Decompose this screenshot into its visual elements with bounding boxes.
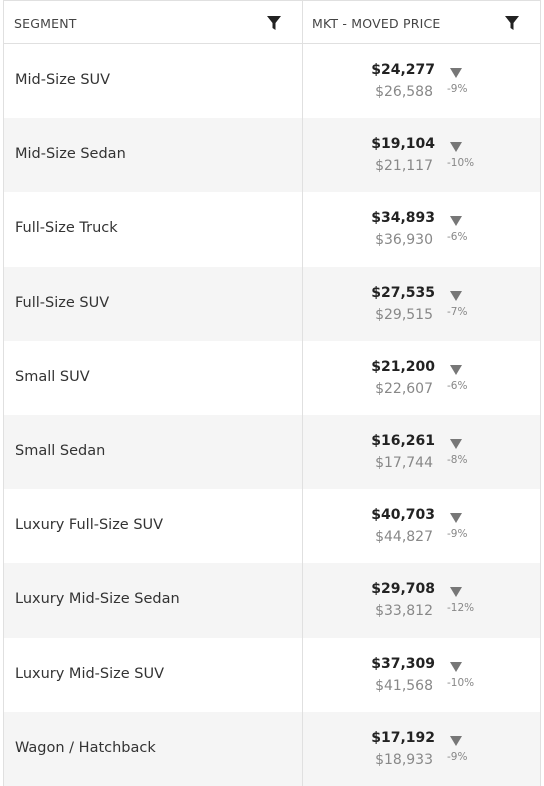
previous-price: $26,588 — [375, 84, 433, 100]
segment-name: Full-Size SUV — [15, 294, 110, 311]
current-price: $40,703 — [371, 507, 435, 524]
column-divider — [302, 340, 303, 415]
down-arrow — [450, 142, 462, 153]
previous-price: $22,607 — [375, 380, 433, 397]
price-change: -9% — [447, 750, 468, 763]
table-row: Small Sedan $16,261 $17,744 -8% — [3, 415, 541, 490]
down-arrow — [450, 661, 462, 672]
price-change: -9% — [447, 83, 468, 95]
current-price: $19,104 — [371, 136, 435, 153]
down-arrow — [450, 364, 462, 375]
price-change: -7% — [447, 305, 468, 318]
header-label: MKT - MOVED PRICE — [312, 16, 441, 31]
current-price: $24,277 — [371, 62, 435, 78]
filter-icon[interactable] — [267, 16, 282, 31]
price-change: -6% — [447, 231, 468, 244]
header-label: SEGMENT — [14, 16, 77, 31]
previous-price: $21,117 — [375, 158, 433, 175]
current-price: $16,261 — [371, 433, 435, 449]
table-row: Luxury Mid-Size SUV $37,309 $41,568 -10% — [3, 637, 541, 712]
segment-name: Full-Size Truck — [15, 220, 118, 237]
current-price: $34,893 — [371, 210, 435, 227]
segment-name: Luxury Full-Size SUV — [15, 517, 164, 534]
column-divider — [302, 489, 303, 564]
down-arrow — [450, 513, 462, 524]
segment-name: Luxury Mid-Size Sedan — [15, 591, 180, 608]
previous-price: $29,515 — [375, 306, 433, 323]
segment-name: Small SUV — [15, 368, 90, 385]
segment-name: Small Sedan — [15, 443, 106, 459]
column-divider — [302, 637, 303, 712]
current-price: $17,192 — [371, 729, 435, 746]
down-arrow — [450, 735, 462, 746]
down-arrow — [450, 587, 462, 598]
column-divider — [302, 44, 303, 119]
previous-price: $41,568 — [375, 677, 433, 694]
current-price: $27,535 — [371, 284, 435, 301]
column-divider — [302, 266, 303, 341]
segment-name: Luxury Mid-Size SUV — [15, 665, 165, 682]
down-arrow — [450, 439, 462, 449]
filter-icon[interactable] — [505, 16, 520, 31]
price-change: -6% — [447, 379, 468, 392]
table-row: Full-Size Truck $34,893 $36,930 -6% — [3, 192, 541, 267]
column-divider — [302, 192, 303, 267]
segment-name: Mid-Size SUV — [15, 72, 111, 88]
price-change: -8% — [447, 454, 468, 466]
table-row: Small SUV $21,200 $22,607 -6% — [3, 340, 541, 415]
down-arrow — [450, 68, 462, 78]
previous-price: $44,827 — [375, 529, 433, 546]
current-price: $37,309 — [371, 655, 435, 672]
column-divider — [302, 415, 303, 490]
current-price: $21,200 — [371, 358, 435, 375]
previous-price: $33,812 — [375, 603, 433, 620]
table-row: Mid-Size SUV $24,277 $26,588 -9% — [3, 44, 541, 119]
price-change: -10% — [447, 676, 475, 689]
table-row: Full-Size SUV $27,535 $29,515 -7% — [3, 266, 541, 341]
down-arrow — [450, 216, 462, 227]
header-cell: MKT - MOVED PRICE — [302, 0, 541, 44]
column-divider — [302, 563, 303, 638]
previous-price: $36,930 — [375, 232, 433, 249]
header-cell: SEGMENT — [3, 0, 302, 44]
table-row: Luxury Full-Size SUV $40,703 $44,827 -9% — [3, 489, 541, 564]
table-row: Mid-Size Sedan $19,104 $21,117 -10% — [3, 118, 541, 193]
previous-price: $18,933 — [375, 751, 433, 768]
segment-name: Wagon / Hatchback — [15, 739, 156, 756]
segment-name: Mid-Size Sedan — [15, 146, 126, 163]
table-row: Luxury Mid-Size Sedan $29,708 $33,812 -12% — [3, 563, 541, 638]
price-change: -12% — [447, 602, 475, 615]
previous-price: $17,744 — [375, 455, 433, 471]
table-row: Wagon / Hatchback $17,192 $18,933 -9% — [3, 711, 541, 786]
current-price: $29,708 — [371, 581, 435, 598]
column-divider — [302, 118, 303, 193]
down-arrow — [450, 290, 462, 301]
price-change: -10% — [447, 157, 475, 170]
column-divider — [302, 711, 303, 786]
price-change: -9% — [447, 528, 468, 541]
